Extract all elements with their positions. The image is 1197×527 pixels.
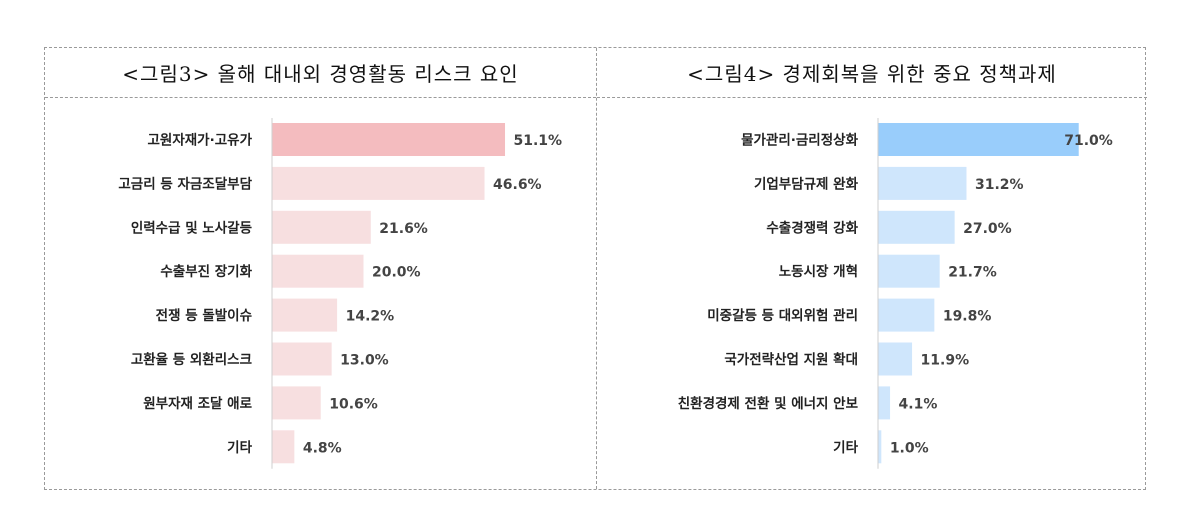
chart-title-left: <그림3> 올해 대내외 경영활동 리스크 요인 xyxy=(45,48,596,98)
category-label-right-8: 기타 xyxy=(833,440,858,456)
value-label-left-3: 21.6% xyxy=(379,221,428,237)
bar-chart-right: 물가관리·금리정상화 71.0% 기업부담규제 완화 31.2% 수출경쟁력 강화 27.… xyxy=(678,118,1113,469)
category-label-left-2: 고금리 등 자금조달부담 xyxy=(118,175,252,192)
category-label-left-1: 고원자재가·고유가 xyxy=(148,133,253,149)
category-label-left-5: 전쟁 등 돌발이슈 xyxy=(156,307,253,324)
value-label-left-1: 51.1% xyxy=(514,133,563,149)
category-label-right-3: 수출경쟁력 강화 xyxy=(766,219,858,236)
category-label-right-6: 국가전략산업 지원 확대 xyxy=(724,351,858,368)
value-label-right-4: 21.7% xyxy=(948,265,997,281)
value-label-left-5: 14.2% xyxy=(346,309,395,325)
bar-left-2 xyxy=(272,166,485,200)
bar-right-5 xyxy=(878,298,935,332)
chart-title-right: <그림4> 경제회복을 위한 중요 정책과제 xyxy=(597,48,1147,98)
category-label-right-7: 친환경경제 전환 및 에너지 안보 xyxy=(678,395,859,412)
value-label-right-7: 4.1% xyxy=(899,396,938,412)
bar-right-7 xyxy=(878,386,891,420)
bar-left-3 xyxy=(272,210,371,244)
bar-left-7 xyxy=(272,386,321,420)
category-label-right-2: 기업부담규제 완화 xyxy=(754,175,859,192)
category-label-right-4: 노동시장 개혁 xyxy=(779,263,858,280)
chart-panel-left: <그림3> 올해 대내외 경영활동 리스크 요인 고원자재가·고유가 51.1% 고… xyxy=(45,48,597,489)
value-label-left-7: 10.6% xyxy=(329,396,378,412)
category-label-left-6: 고환율 등 외환리스크 xyxy=(131,351,252,368)
value-label-left-6: 13.0% xyxy=(340,353,389,369)
value-label-right-1: 71.0% xyxy=(1064,133,1113,149)
chart-panel-right: <그림4> 경제회복을 위한 중요 정책과제 물가관리·금리정상화 71.0% 기업… xyxy=(597,48,1147,489)
category-label-right-5: 미중갈등 등 대외위험 관리 xyxy=(707,307,858,324)
figure-frame: <그림3> 올해 대내외 경영활동 리스크 요인 고원자재가·고유가 51.1% 고… xyxy=(44,47,1147,490)
value-label-left-8: 4.8% xyxy=(303,440,342,456)
bar-left-1 xyxy=(272,123,506,156)
category-label-left-3: 인력수급 및 노사갈등 xyxy=(131,219,252,236)
bar-right-1 xyxy=(878,123,1079,156)
bar-right-6 xyxy=(878,342,913,376)
bar-right-3 xyxy=(878,210,955,244)
bar-right-4 xyxy=(878,254,940,288)
value-label-left-2: 46.6% xyxy=(493,177,542,193)
value-label-right-6: 11.9% xyxy=(921,353,970,369)
value-label-right-2: 31.2% xyxy=(975,177,1024,193)
bar-right-8 xyxy=(878,430,882,464)
value-label-right-5: 19.8% xyxy=(943,309,992,325)
bar-left-5 xyxy=(272,298,338,332)
bar-left-8 xyxy=(272,430,295,464)
category-label-left-8: 기타 xyxy=(227,440,252,456)
bar-right-2 xyxy=(878,166,967,200)
category-label-left-7: 원부자재 조달 애로 xyxy=(143,396,252,412)
value-label-right-8: 1.0% xyxy=(890,440,929,456)
bar-left-6 xyxy=(272,342,332,376)
category-label-left-4: 수출부진 장기화 xyxy=(160,263,252,280)
bar-left-4 xyxy=(272,254,364,288)
bar-chart-left: 고원자재가·고유가 51.1% 고금리 등 자금조달부담 46.6% 인력수급 및 노사… xyxy=(118,118,563,469)
value-label-right-3: 27.0% xyxy=(963,221,1012,237)
value-label-left-4: 20.0% xyxy=(372,265,421,281)
category-label-right-1: 물가관리·금리정상화 xyxy=(741,132,858,149)
